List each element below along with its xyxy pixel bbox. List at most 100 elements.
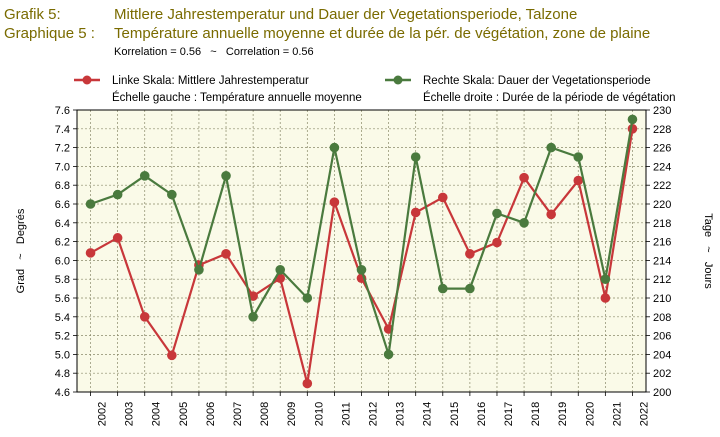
y-left-tick-label: 7.4 bbox=[55, 124, 70, 136]
temperature-point bbox=[546, 209, 556, 220]
temperature-point bbox=[302, 378, 313, 389]
x-tick-label: 2005 bbox=[178, 402, 190, 426]
x-tick-label: 2011 bbox=[340, 402, 352, 426]
legend-temp-marker bbox=[82, 75, 92, 85]
temperature-point bbox=[167, 350, 177, 361]
x-tick-label: 2012 bbox=[368, 402, 380, 426]
vegetation-point bbox=[194, 265, 204, 275]
y-right-tick-label: 230 bbox=[653, 105, 671, 117]
temperature-point bbox=[437, 192, 448, 203]
y-right-tick-label: 224 bbox=[653, 161, 671, 173]
y-right-tick-label: 228 bbox=[653, 124, 671, 136]
vegetation-point bbox=[356, 265, 367, 275]
legend: Linke Skala: Mittlere Jahrestemperatur É… bbox=[74, 75, 676, 104]
correlation-note: Korrelation = 0.56 ~ Correlation = 0.56 bbox=[114, 46, 314, 58]
y-left-tick-label: 5.6 bbox=[55, 293, 70, 305]
x-tick-label: 2020 bbox=[584, 402, 596, 426]
vegetation-point bbox=[410, 152, 421, 162]
temperature-point bbox=[600, 293, 611, 303]
y-right-tick-label: 214 bbox=[653, 255, 671, 267]
x-tick-label: 2009 bbox=[286, 402, 298, 426]
x-tick-label: 2016 bbox=[476, 402, 488, 426]
figure-number-de: Grafik 5: bbox=[4, 6, 61, 23]
y-right-tick-label: 226 bbox=[653, 143, 671, 155]
y-right-tick-label: 218 bbox=[653, 218, 671, 230]
y-right-tick-label: 206 bbox=[653, 331, 671, 343]
x-tick-label: 2010 bbox=[313, 402, 325, 426]
temperature-point bbox=[465, 249, 475, 259]
x-tick-label: 2015 bbox=[449, 402, 461, 426]
legend-temp-label-fr: Échelle gauche : Température annuelle mo… bbox=[112, 91, 362, 104]
y-left-tick-label: 7.2 bbox=[55, 143, 70, 155]
y-left-axis-label: Grad ~ Degrés bbox=[15, 208, 27, 293]
y-right-axis-label: Tage ~ Jours bbox=[702, 213, 714, 289]
y-left-tick-label: 6.6 bbox=[55, 199, 70, 211]
temperature-point bbox=[139, 312, 150, 322]
x-tick-label: 2003 bbox=[124, 402, 136, 426]
y-right-tick-label: 200 bbox=[653, 387, 671, 399]
y-left-tick-label: 5.8 bbox=[55, 274, 70, 286]
vegetation-point bbox=[627, 114, 638, 125]
y-left-tick-label: 7.0 bbox=[55, 161, 70, 173]
vegetation-point bbox=[465, 283, 475, 294]
x-tick-label: 2007 bbox=[232, 402, 244, 426]
x-tick-label: 2006 bbox=[205, 402, 217, 426]
x-tick-label: 2022 bbox=[638, 402, 650, 426]
figure-number-fr: Graphique 5 : bbox=[4, 25, 95, 42]
temperature-point bbox=[248, 291, 258, 301]
chart-title-fr: Température annuelle moyenne et durée de… bbox=[114, 25, 650, 42]
vegetation-point bbox=[437, 283, 448, 294]
legend-veg-label-fr: Échelle droite : Durée de la période de … bbox=[423, 91, 676, 104]
y-left-tick-label: 6.8 bbox=[55, 180, 70, 192]
vegetation-point bbox=[329, 142, 340, 153]
vegetation-point bbox=[600, 274, 611, 285]
temperature-point bbox=[221, 249, 231, 259]
legend-temp-label-de: Linke Skala: Mittlere Jahrestemperatur bbox=[112, 75, 309, 87]
y-right-tick-label: 216 bbox=[653, 237, 671, 249]
vegetation-point bbox=[519, 218, 529, 228]
legend-veg-marker bbox=[393, 75, 403, 85]
y-left-tick-label: 6.2 bbox=[55, 237, 70, 249]
x-tick-label: 2017 bbox=[503, 402, 515, 426]
vegetation-point bbox=[492, 208, 502, 219]
vegetation-point bbox=[248, 312, 258, 322]
vegetation-point bbox=[167, 189, 177, 200]
y-left-tick-label: 4.6 bbox=[55, 387, 70, 399]
temperature-point bbox=[492, 237, 502, 248]
x-tick-label: 2019 bbox=[557, 402, 569, 426]
y-left-tick-label: 6.0 bbox=[55, 255, 70, 267]
x-tick-label: 2014 bbox=[422, 402, 434, 426]
y-left-tick-label: 7.6 bbox=[55, 105, 70, 117]
y-right-tick-label: 210 bbox=[653, 293, 671, 305]
y-right-tick-label: 202 bbox=[653, 368, 671, 380]
vegetation-point bbox=[139, 171, 150, 181]
plot-frame bbox=[76, 109, 647, 393]
plot-area: 4.6 4.8 5.0 5.2 5.4 5.6 5.8 6.0 6.2 6.4 6.6 6.8 7.0 7… bbox=[55, 105, 672, 426]
temperature-point bbox=[519, 172, 529, 183]
temperature-point bbox=[112, 233, 123, 243]
x-tick-label: 2013 bbox=[395, 402, 407, 426]
x-tick-label: 2018 bbox=[530, 402, 542, 426]
vegetation-point bbox=[85, 199, 96, 209]
vegetation-point bbox=[383, 349, 394, 360]
temperature-point bbox=[410, 207, 421, 218]
y-left-tick-label: 6.4 bbox=[55, 218, 70, 230]
temperature-point bbox=[329, 197, 340, 207]
legend-veg-label-de: Rechte Skala: Dauer der Vegetationsperio… bbox=[423, 75, 651, 87]
x-tick-label: 2008 bbox=[259, 402, 271, 426]
y-right-tick-label: 208 bbox=[653, 312, 671, 324]
vegetation-point bbox=[573, 152, 584, 162]
y-right-tick-label: 212 bbox=[653, 274, 671, 286]
vegetation-point bbox=[112, 189, 123, 200]
y-left-tick-label: 4.8 bbox=[55, 368, 70, 380]
y-right-tick-label: 220 bbox=[653, 199, 671, 211]
y-left-tick-label: 5.2 bbox=[55, 331, 70, 343]
y-left-tick-label: 5.4 bbox=[55, 312, 70, 324]
vegetation-point bbox=[546, 142, 556, 153]
temperature-point bbox=[573, 175, 584, 186]
vegetation-point bbox=[302, 293, 313, 303]
y-left-tick-label: 5.0 bbox=[55, 349, 70, 361]
y-right-tick-label: 204 bbox=[653, 349, 671, 361]
vegetation-point bbox=[275, 265, 286, 275]
x-tick-label: 2002 bbox=[97, 402, 109, 426]
